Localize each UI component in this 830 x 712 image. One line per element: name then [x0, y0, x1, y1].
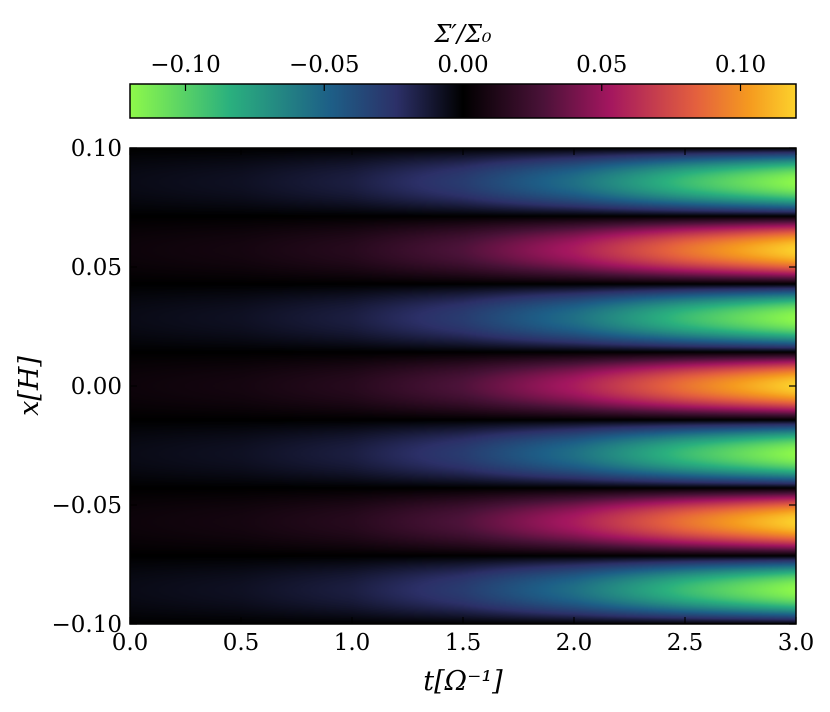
x-axis: 0.0 0.5 1.0 1.5 2.0 2.5 3.0 [112, 148, 815, 656]
colorbar-tick-label: 0.10 [715, 52, 766, 78]
x-tick-label: 0.0 [112, 630, 149, 656]
x-tick-label: 3.0 [778, 630, 815, 656]
y-axis: 0.10 0.05 0.00 −0.05 −0.10 [52, 136, 796, 638]
colorbar: Σ′/Σ₀ −0.10 −0.05 0.00 0.05 0.10 [129, 20, 797, 119]
heatmap [130, 148, 796, 624]
y-axis-label: x[H] [14, 356, 45, 416]
y-tick-label: −0.10 [52, 612, 122, 638]
colorbar-tick-label: 0.00 [437, 52, 488, 78]
colorbar-tick-label: 0.05 [576, 52, 627, 78]
colorbar-ticks: −0.10 −0.05 0.00 0.05 0.10 [150, 52, 766, 91]
x-tick-label: 0.5 [223, 630, 260, 656]
plot-area: 0.0 0.5 1.0 1.5 2.0 2.5 3.0 0.10 0.05 0.00 −0.05 −… [52, 136, 815, 656]
colorbar-tick-label: −0.10 [150, 52, 220, 78]
colorbar-tick-label: −0.05 [289, 52, 359, 78]
x-tick-label: 1.5 [445, 630, 482, 656]
x-tick-label: 2.5 [667, 630, 704, 656]
colorbar-label: Σ′/Σ₀ [433, 20, 491, 48]
x-tick-label: 2.0 [556, 630, 593, 656]
x-axis-label: t[Ω⁻¹] [423, 666, 503, 697]
y-tick-label: 0.10 [71, 136, 122, 162]
y-tick-label: 0.00 [71, 374, 122, 400]
x-tick-label: 1.0 [334, 630, 371, 656]
y-tick-label: 0.05 [71, 255, 122, 281]
y-tick-label: −0.05 [52, 493, 122, 519]
